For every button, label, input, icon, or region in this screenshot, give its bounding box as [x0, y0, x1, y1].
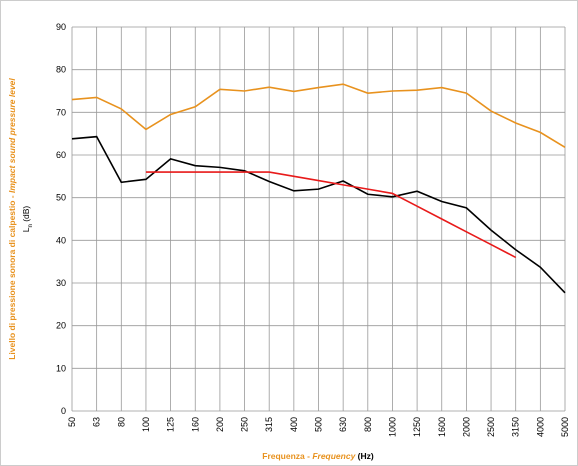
x-tick-label: 800	[363, 417, 373, 432]
x-tick-label: 200	[215, 417, 225, 432]
x-tick-label: 400	[289, 417, 299, 432]
y-tick-label: 40	[56, 235, 66, 245]
x-tick-label: 50	[67, 417, 77, 427]
x-tick-label: 63	[92, 417, 102, 427]
x-tick-label: 4000	[535, 417, 545, 437]
y-tick-label: 30	[56, 278, 66, 288]
y-tick-label: 90	[56, 22, 66, 32]
x-tick-label: 500	[314, 417, 324, 432]
y-tick-label: 50	[56, 193, 66, 203]
x-tick-label: 1600	[437, 417, 447, 437]
x-tick-label: 2500	[486, 417, 496, 437]
series-line	[145, 171, 517, 259]
y-axis-title: Livello di pressione sonora di calpestio…	[7, 78, 17, 360]
y-tick-label: 60	[56, 150, 66, 160]
y-tick-label: 0	[61, 406, 66, 416]
x-tick-label: 5000	[560, 417, 570, 437]
x-tick-label: 160	[190, 417, 200, 432]
y-tick-label: 20	[56, 321, 66, 331]
x-tick-label: 1000	[387, 417, 397, 437]
series-line	[71, 83, 566, 149]
y-tick-label: 70	[56, 107, 66, 117]
x-tick-label: 100	[141, 417, 151, 432]
x-tick-label: 80	[116, 417, 126, 427]
x-tick-label: 3150	[511, 417, 521, 437]
x-tick-label: 250	[240, 417, 250, 432]
x-tick-label: 2000	[461, 417, 471, 437]
x-tick-label: 1250	[412, 417, 422, 437]
x-tick-label: 630	[338, 417, 348, 432]
x-axis-title: Frequenza - Frequency (Hz)	[262, 451, 374, 461]
x-tick-label: 125	[166, 417, 176, 432]
y-tick-label: 10	[56, 363, 66, 373]
x-tick-label: 315	[264, 417, 274, 432]
y-axis-unit: Ln (dB)	[21, 206, 34, 233]
y-tick-label: 80	[56, 65, 66, 75]
